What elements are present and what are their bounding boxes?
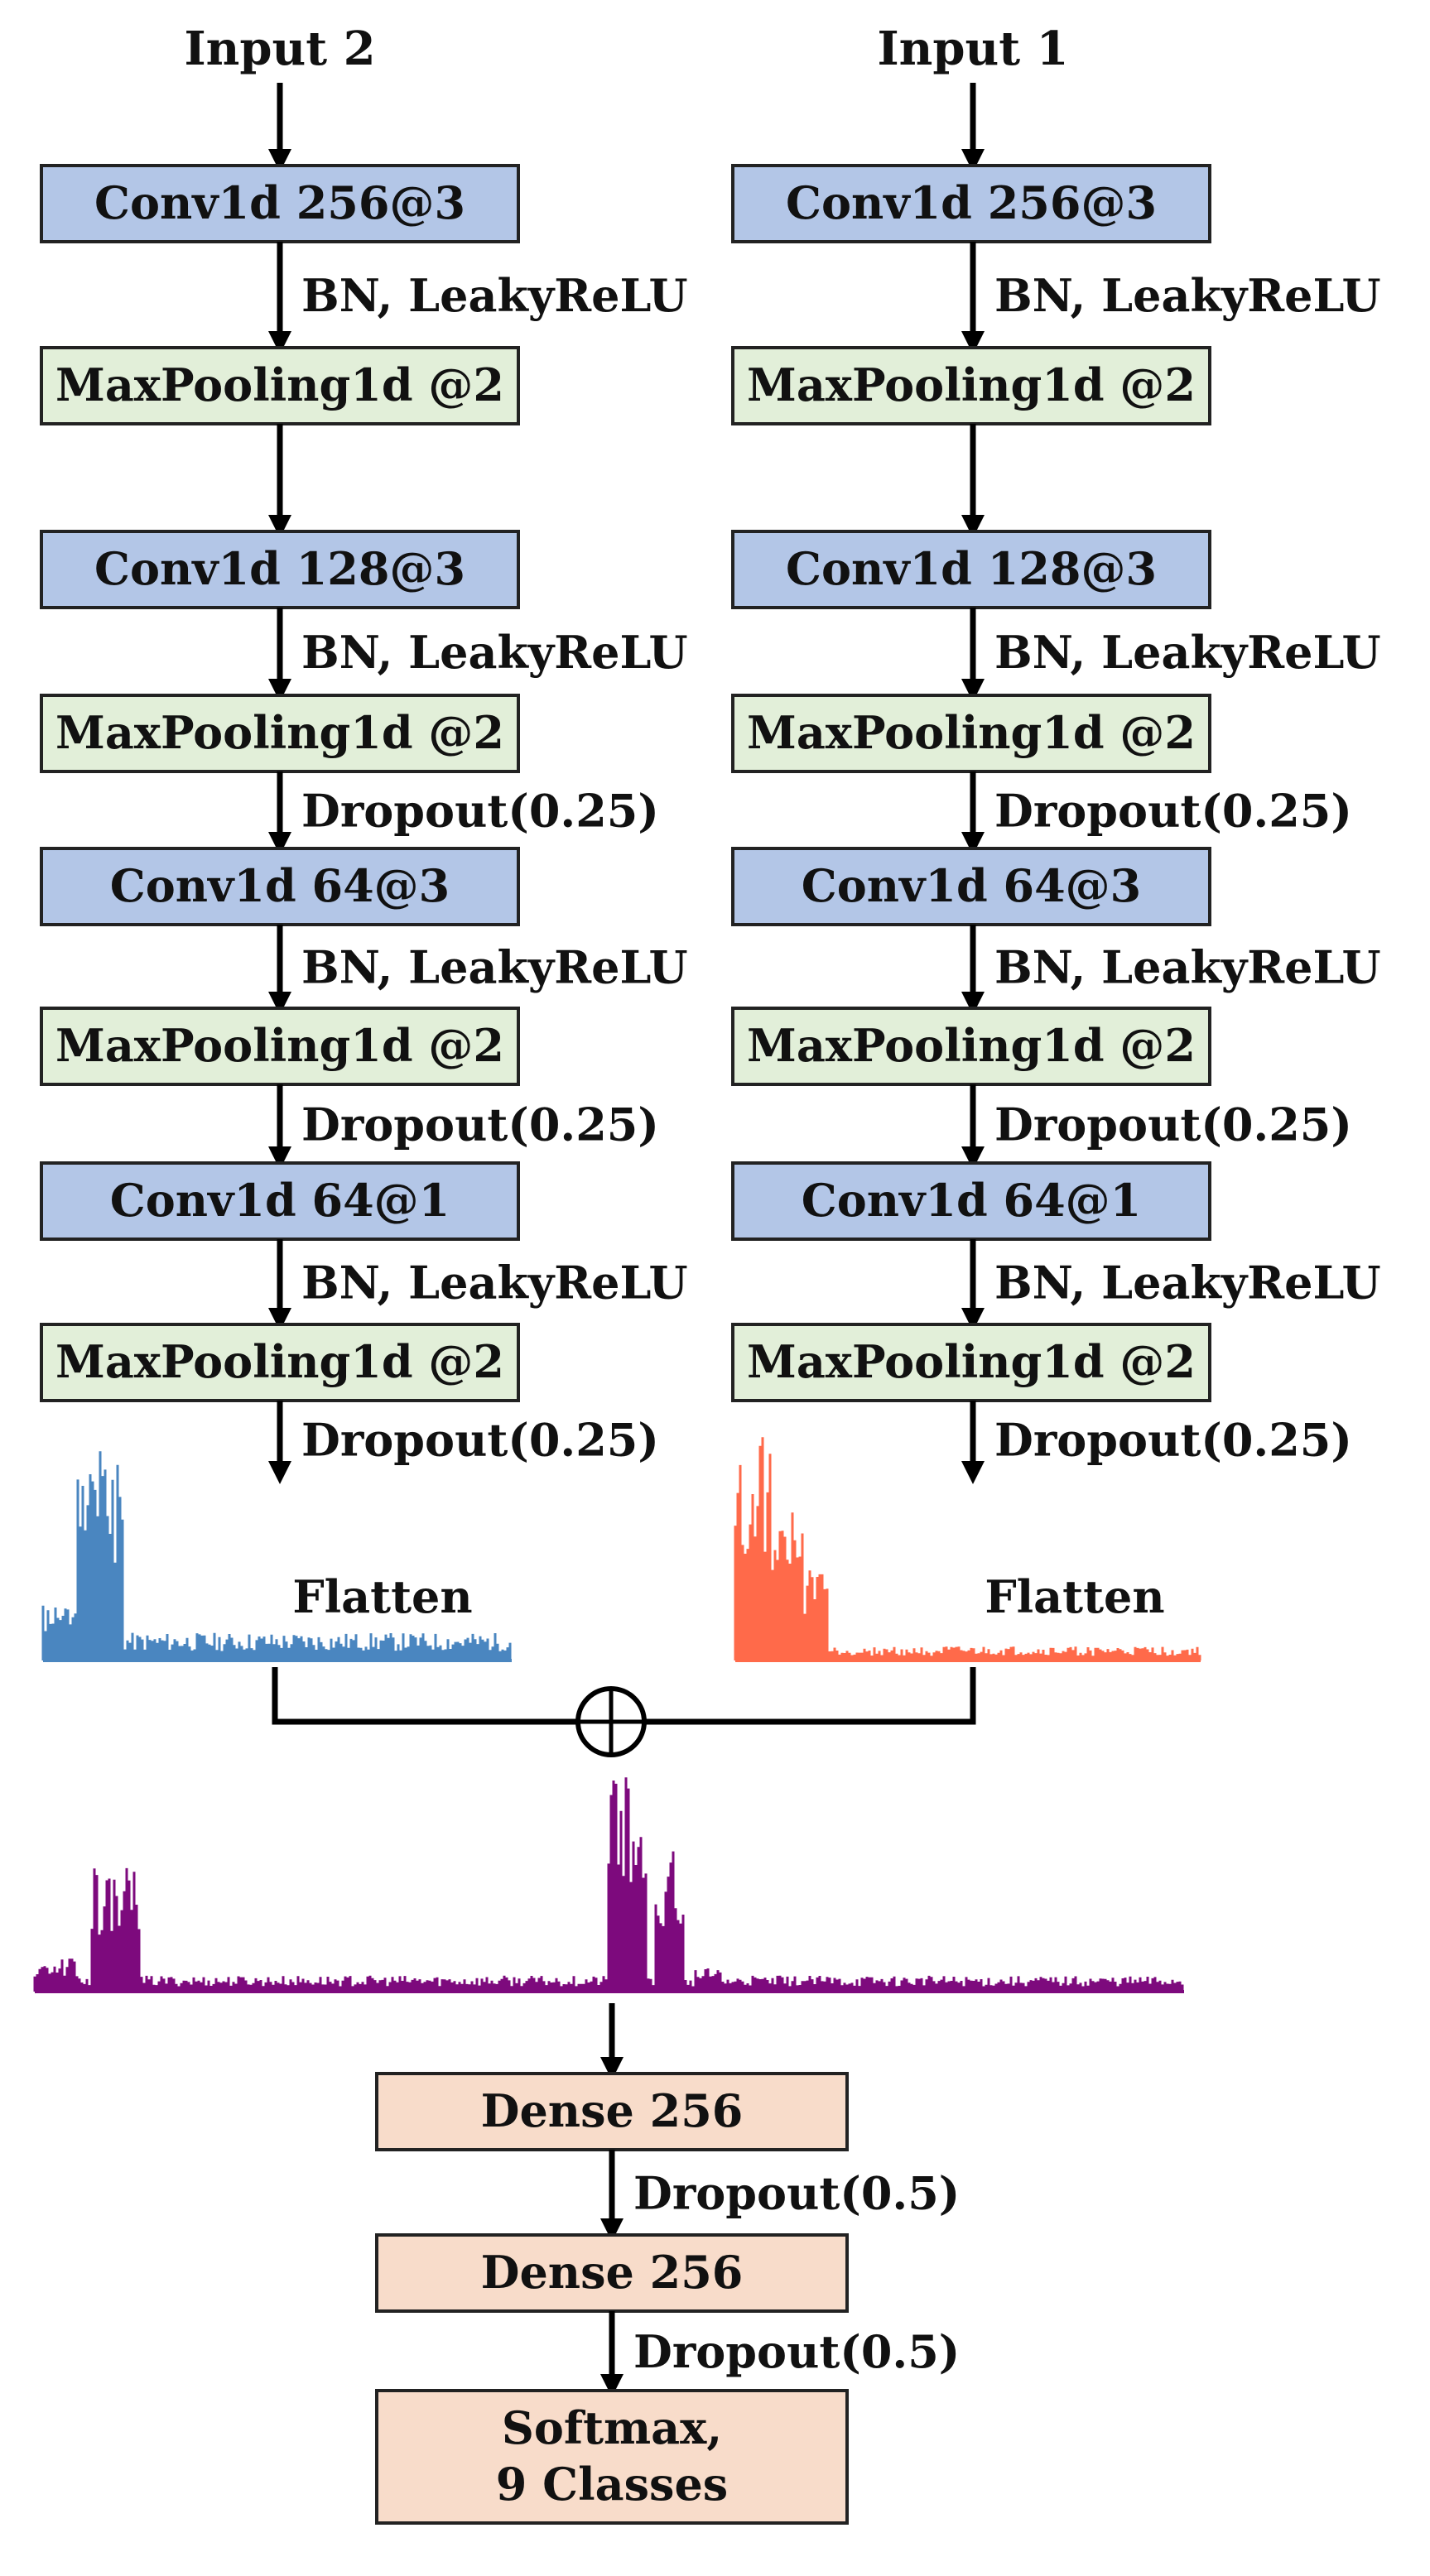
layer-label-left-0: Conv1d 256@3 <box>94 176 465 229</box>
layer-label-right-3: MaxPooling1d @2 <box>747 706 1196 759</box>
op-label-right-0: BN, LeakyReLU <box>994 269 1381 322</box>
layer-label-left-7: MaxPooling1d @2 <box>55 1335 504 1388</box>
layer-label-left-4: Conv1d 64@3 <box>110 859 450 912</box>
concatenated-signal <box>33 1777 1184 1993</box>
op-label-right-7: Dropout(0.25) <box>994 1414 1352 1467</box>
op-label-right-6: BN, LeakyReLU <box>994 1257 1381 1310</box>
layer-label-right-7: MaxPooling1d @2 <box>747 1335 1196 1388</box>
classifier-head: Dense 256 Dropout(0.5) Dense 256 Dropout(0.… <box>375 2003 960 2525</box>
op-label-left-5: Dropout(0.25) <box>301 1098 659 1151</box>
flatten-label-left: Flatten <box>292 1570 472 1623</box>
pool-layer-box-left-7 <box>40 1323 520 1402</box>
op-label-right-2: BN, LeakyReLU <box>994 626 1381 679</box>
layer-label-right-2: Conv1d 128@3 <box>786 542 1157 595</box>
op-label-left-4: BN, LeakyReLU <box>301 941 688 994</box>
head-op-label-0: Dropout(0.5) <box>633 2167 960 2220</box>
op-label-left-7: Dropout(0.25) <box>301 1414 659 1467</box>
op-label-left-0: BN, LeakyReLU <box>301 269 688 322</box>
op-label-left-3: Dropout(0.25) <box>301 785 659 838</box>
conv-layer-box-left-2 <box>40 530 520 609</box>
pool-layer-box-left-5 <box>40 1007 520 1086</box>
op-label-right-5: Dropout(0.25) <box>994 1098 1352 1151</box>
dense-layer-box-0 <box>375 2072 849 2151</box>
head-label-2-0: Softmax, <box>502 2401 722 2454</box>
pool-layer-box-left-3 <box>40 694 520 773</box>
op-label-right-3: Dropout(0.25) <box>994 785 1352 838</box>
dense-layer-box-1 <box>375 2233 849 2313</box>
layer-label-left-1: MaxPooling1d @2 <box>55 358 504 411</box>
layer-label-right-5: MaxPooling1d @2 <box>747 1019 1196 1072</box>
dense-layer-box-2 <box>375 2389 849 2525</box>
head-label-1-0: Dense 256 <box>481 2246 744 2299</box>
op-label-left-6: BN, LeakyReLU <box>301 1257 688 1310</box>
conv-layer-box-left-4 <box>40 847 520 926</box>
spectrum-input-2 <box>41 1451 512 1660</box>
op-label-right-4: BN, LeakyReLU <box>994 941 1381 994</box>
layer-label-right-4: Conv1d 64@3 <box>802 859 1141 912</box>
spectrum-concatenated <box>33 1777 1184 1992</box>
flatten-signal-input-2 <box>41 1451 512 1662</box>
flatten-label-right: Flatten <box>985 1570 1164 1623</box>
op-label-left-2: BN, LeakyReLU <box>301 626 688 679</box>
input-label-left: Input 2 <box>184 22 375 76</box>
conv-layer-box-right-0 <box>731 164 1211 243</box>
head-label-2-1: 9 Classes <box>496 2458 728 2511</box>
input-label-right: Input 1 <box>877 22 1068 76</box>
layer-label-right-0: Conv1d 256@3 <box>786 176 1157 229</box>
branch-input-1: Input 1 Conv1d 256@3 BN, LeakyReLU MaxPooli… <box>731 22 1381 1484</box>
head-op-label-1: Dropout(0.5) <box>633 2325 960 2378</box>
head-label-0-0: Dense 256 <box>481 2084 744 2137</box>
pool-layer-box-left-1 <box>40 346 520 425</box>
layer-label-left-5: MaxPooling1d @2 <box>55 1019 504 1072</box>
conv-layer-box-right-6 <box>731 1161 1211 1241</box>
pool-layer-box-right-7 <box>731 1323 1211 1402</box>
layer-label-right-1: MaxPooling1d @2 <box>747 358 1196 411</box>
branch-input-2: Input 2 Conv1d 256@3 BN, LeakyReLU MaxPooli… <box>40 22 688 1484</box>
layer-label-left-6: Conv1d 64@1 <box>110 1174 450 1227</box>
layer-label-left-3: MaxPooling1d @2 <box>55 706 504 759</box>
pool-layer-box-right-1 <box>731 346 1211 425</box>
flatten-signal-input-1 <box>734 1437 1201 1662</box>
spectrum-input-1 <box>734 1437 1201 1660</box>
layer-label-right-6: Conv1d 64@1 <box>802 1174 1141 1227</box>
conv-layer-box-left-6 <box>40 1161 520 1241</box>
pool-layer-box-right-5 <box>731 1007 1211 1086</box>
layer-label-left-2: Conv1d 128@3 <box>94 542 465 595</box>
